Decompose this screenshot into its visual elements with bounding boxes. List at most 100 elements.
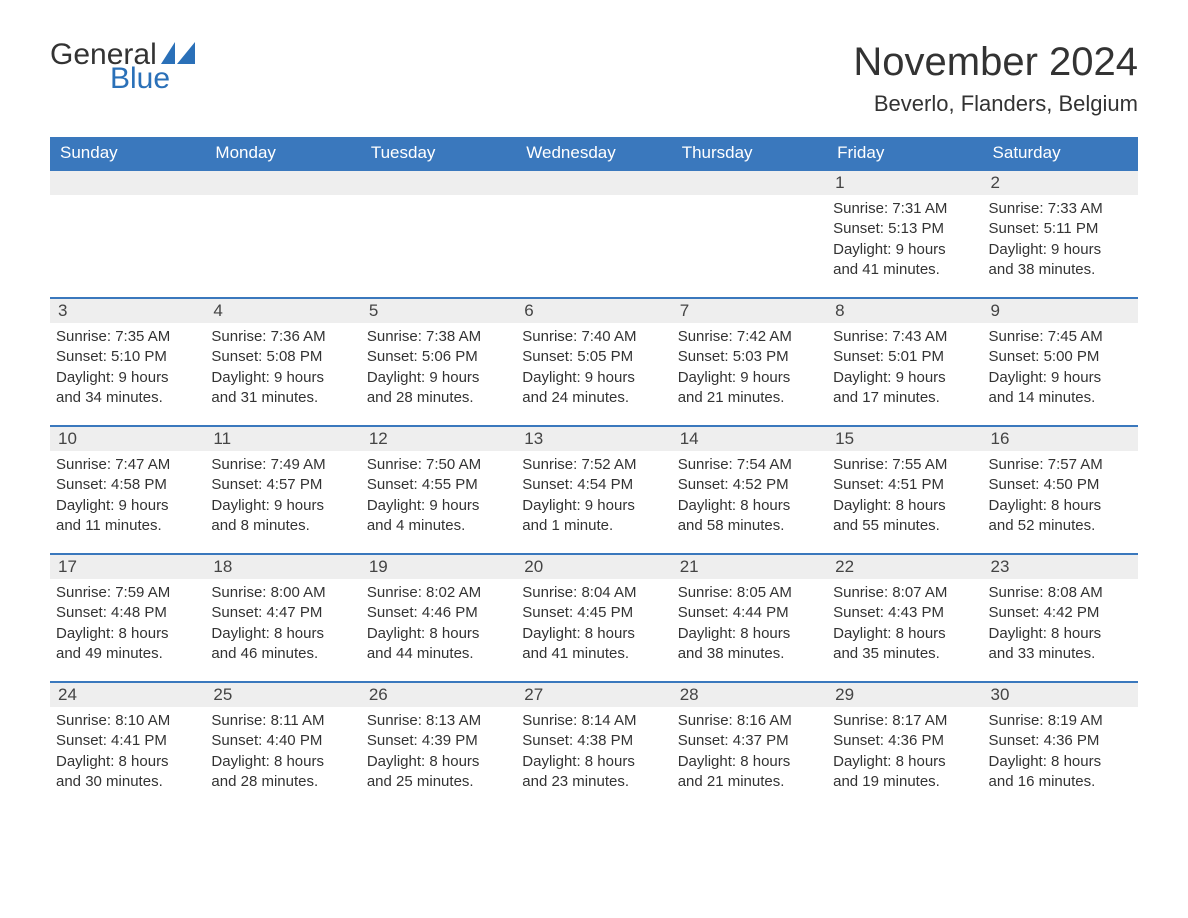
day-number: 10: [50, 427, 205, 451]
dow-cell: Sunday: [50, 137, 205, 169]
day-body: Sunrise: 8:00 AMSunset: 4:47 PMDaylight:…: [205, 579, 360, 670]
day-sunset: Sunset: 4:38 PM: [522, 731, 665, 751]
day-sunset: Sunset: 4:45 PM: [522, 603, 665, 623]
calendar-day-cell: 21Sunrise: 8:05 AMSunset: 4:44 PMDayligh…: [672, 555, 827, 681]
day-body: Sunrise: 7:49 AMSunset: 4:57 PMDaylight:…: [205, 451, 360, 542]
day-daylight1: Daylight: 9 hours: [211, 496, 354, 516]
day-sunset: Sunset: 4:44 PM: [678, 603, 821, 623]
day-number: 17: [50, 555, 205, 579]
title-block: November 2024 Beverlo, Flanders, Belgium: [853, 40, 1138, 117]
day-sunrise: Sunrise: 7:47 AM: [56, 455, 199, 475]
day-daylight1: Daylight: 9 hours: [56, 368, 199, 388]
day-daylight1: Daylight: 8 hours: [989, 496, 1132, 516]
month-title: November 2024: [853, 40, 1138, 85]
day-daylight2: and 30 minutes.: [56, 772, 199, 792]
calendar-day-cell: 23Sunrise: 8:08 AMSunset: 4:42 PMDayligh…: [983, 555, 1138, 681]
calendar-day-cell: 5Sunrise: 7:38 AMSunset: 5:06 PMDaylight…: [361, 299, 516, 425]
day-sunrise: Sunrise: 8:10 AM: [56, 711, 199, 731]
day-body: Sunrise: 8:11 AMSunset: 4:40 PMDaylight:…: [205, 707, 360, 798]
day-sunset: Sunset: 4:48 PM: [56, 603, 199, 623]
day-sunrise: Sunrise: 7:42 AM: [678, 327, 821, 347]
day-sunrise: Sunrise: 8:11 AM: [211, 711, 354, 731]
day-sunset: Sunset: 5:11 PM: [989, 219, 1132, 239]
calendar-week: 1Sunrise: 7:31 AMSunset: 5:13 PMDaylight…: [50, 169, 1138, 297]
dow-cell: Tuesday: [361, 137, 516, 169]
day-sunrise: Sunrise: 7:35 AM: [56, 327, 199, 347]
logo: General Blue: [50, 40, 195, 94]
calendar-day-cell: [516, 171, 671, 297]
day-number: 8: [827, 299, 982, 323]
calendar-day-cell: 8Sunrise: 7:43 AMSunset: 5:01 PMDaylight…: [827, 299, 982, 425]
calendar-day-cell: 30Sunrise: 8:19 AMSunset: 4:36 PMDayligh…: [983, 683, 1138, 809]
calendar-day-cell: 6Sunrise: 7:40 AMSunset: 5:05 PMDaylight…: [516, 299, 671, 425]
day-daylight2: and 44 minutes.: [367, 644, 510, 664]
day-body: Sunrise: 7:59 AMSunset: 4:48 PMDaylight:…: [50, 579, 205, 670]
day-daylight2: and 1 minute.: [522, 516, 665, 536]
day-daylight2: and 41 minutes.: [833, 260, 976, 280]
dow-cell: Thursday: [672, 137, 827, 169]
day-sunrise: Sunrise: 8:14 AM: [522, 711, 665, 731]
day-daylight1: Daylight: 9 hours: [211, 368, 354, 388]
calendar-day-cell: 19Sunrise: 8:02 AMSunset: 4:46 PMDayligh…: [361, 555, 516, 681]
day-sunset: Sunset: 5:03 PM: [678, 347, 821, 367]
day-sunset: Sunset: 4:52 PM: [678, 475, 821, 495]
day-sunrise: Sunrise: 7:38 AM: [367, 327, 510, 347]
day-body: Sunrise: 8:07 AMSunset: 4:43 PMDaylight:…: [827, 579, 982, 670]
calendar-day-cell: [361, 171, 516, 297]
day-number: 11: [205, 427, 360, 451]
day-daylight2: and 38 minutes.: [678, 644, 821, 664]
day-daylight2: and 11 minutes.: [56, 516, 199, 536]
empty-day: [205, 171, 360, 195]
header: General Blue November 2024 Beverlo, Flan…: [50, 40, 1138, 117]
day-body: Sunrise: 8:04 AMSunset: 4:45 PMDaylight:…: [516, 579, 671, 670]
empty-day: [361, 171, 516, 195]
day-daylight1: Daylight: 8 hours: [211, 624, 354, 644]
day-daylight2: and 24 minutes.: [522, 388, 665, 408]
day-sunrise: Sunrise: 7:55 AM: [833, 455, 976, 475]
day-body: Sunrise: 7:43 AMSunset: 5:01 PMDaylight:…: [827, 323, 982, 414]
day-number: 26: [361, 683, 516, 707]
day-daylight2: and 21 minutes.: [678, 388, 821, 408]
day-body: Sunrise: 8:02 AMSunset: 4:46 PMDaylight:…: [361, 579, 516, 670]
calendar-day-cell: 9Sunrise: 7:45 AMSunset: 5:00 PMDaylight…: [983, 299, 1138, 425]
day-daylight2: and 34 minutes.: [56, 388, 199, 408]
day-daylight2: and 16 minutes.: [989, 772, 1132, 792]
day-sunset: Sunset: 4:46 PM: [367, 603, 510, 623]
day-daylight1: Daylight: 9 hours: [833, 368, 976, 388]
calendar-day-cell: [50, 171, 205, 297]
day-daylight1: Daylight: 8 hours: [833, 624, 976, 644]
calendar-week: 10Sunrise: 7:47 AMSunset: 4:58 PMDayligh…: [50, 425, 1138, 553]
day-sunset: Sunset: 5:13 PM: [833, 219, 976, 239]
day-body: Sunrise: 7:33 AMSunset: 5:11 PMDaylight:…: [983, 195, 1138, 286]
day-body: Sunrise: 7:40 AMSunset: 5:05 PMDaylight:…: [516, 323, 671, 414]
empty-day: [50, 171, 205, 195]
day-number: 19: [361, 555, 516, 579]
calendar-day-cell: 3Sunrise: 7:35 AMSunset: 5:10 PMDaylight…: [50, 299, 205, 425]
day-sunrise: Sunrise: 7:36 AM: [211, 327, 354, 347]
empty-day: [516, 171, 671, 195]
day-daylight1: Daylight: 9 hours: [522, 496, 665, 516]
day-sunrise: Sunrise: 7:50 AM: [367, 455, 510, 475]
day-daylight2: and 23 minutes.: [522, 772, 665, 792]
calendar-day-cell: 4Sunrise: 7:36 AMSunset: 5:08 PMDaylight…: [205, 299, 360, 425]
day-daylight1: Daylight: 8 hours: [678, 752, 821, 772]
day-daylight2: and 25 minutes.: [367, 772, 510, 792]
day-sunrise: Sunrise: 8:17 AM: [833, 711, 976, 731]
day-sunset: Sunset: 4:36 PM: [833, 731, 976, 751]
day-sunrise: Sunrise: 7:43 AM: [833, 327, 976, 347]
day-body: Sunrise: 8:08 AMSunset: 4:42 PMDaylight:…: [983, 579, 1138, 670]
day-daylight1: Daylight: 9 hours: [989, 240, 1132, 260]
dow-cell: Wednesday: [516, 137, 671, 169]
day-number: 7: [672, 299, 827, 323]
day-number: 15: [827, 427, 982, 451]
day-body: Sunrise: 7:31 AMSunset: 5:13 PMDaylight:…: [827, 195, 982, 286]
day-sunrise: Sunrise: 8:16 AM: [678, 711, 821, 731]
day-sunrise: Sunrise: 8:08 AM: [989, 583, 1132, 603]
day-daylight2: and 35 minutes.: [833, 644, 976, 664]
day-sunset: Sunset: 4:41 PM: [56, 731, 199, 751]
day-daylight1: Daylight: 9 hours: [367, 496, 510, 516]
day-number: 22: [827, 555, 982, 579]
day-body: Sunrise: 8:16 AMSunset: 4:37 PMDaylight:…: [672, 707, 827, 798]
day-daylight2: and 49 minutes.: [56, 644, 199, 664]
empty-day: [672, 171, 827, 195]
